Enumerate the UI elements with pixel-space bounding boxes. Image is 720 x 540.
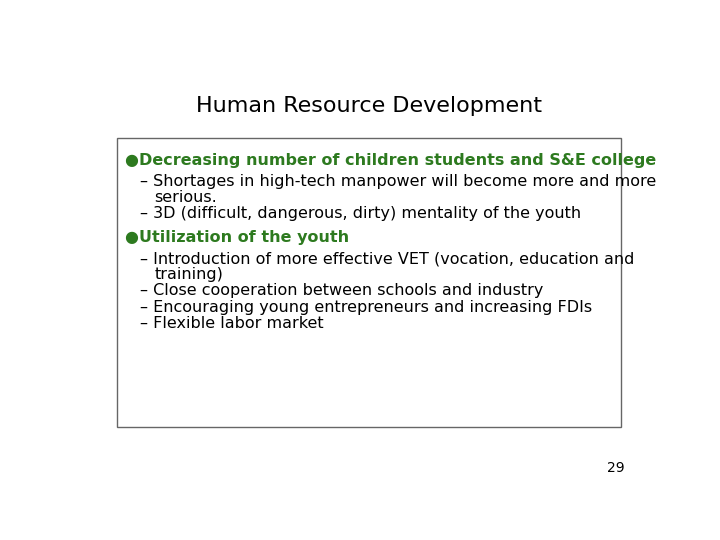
- Text: – Introduction of more effective VET (vocation, education and: – Introduction of more effective VET (vo…: [140, 251, 635, 266]
- Text: – 3D (difficult, dangerous, dirty) mentality of the youth: – 3D (difficult, dangerous, dirty) menta…: [140, 206, 582, 221]
- FancyBboxPatch shape: [117, 138, 621, 427]
- Text: ●Utilization of the youth: ●Utilization of the youth: [125, 231, 349, 245]
- Text: – Shortages in high-tech manpower will become more and more: – Shortages in high-tech manpower will b…: [140, 174, 657, 189]
- Text: – Encouraging young entrepreneurs and increasing FDIs: – Encouraging young entrepreneurs and in…: [140, 300, 593, 315]
- Text: ●Decreasing number of children students and S&E college: ●Decreasing number of children students …: [125, 153, 656, 168]
- Text: Human Resource Development: Human Resource Development: [196, 96, 542, 116]
- Text: serious.: serious.: [154, 190, 217, 205]
- Text: – Close cooperation between schools and industry: – Close cooperation between schools and …: [140, 284, 544, 299]
- Text: – Flexible labor market: – Flexible labor market: [140, 316, 324, 331]
- Text: training): training): [154, 267, 223, 282]
- Text: 29: 29: [607, 461, 625, 475]
